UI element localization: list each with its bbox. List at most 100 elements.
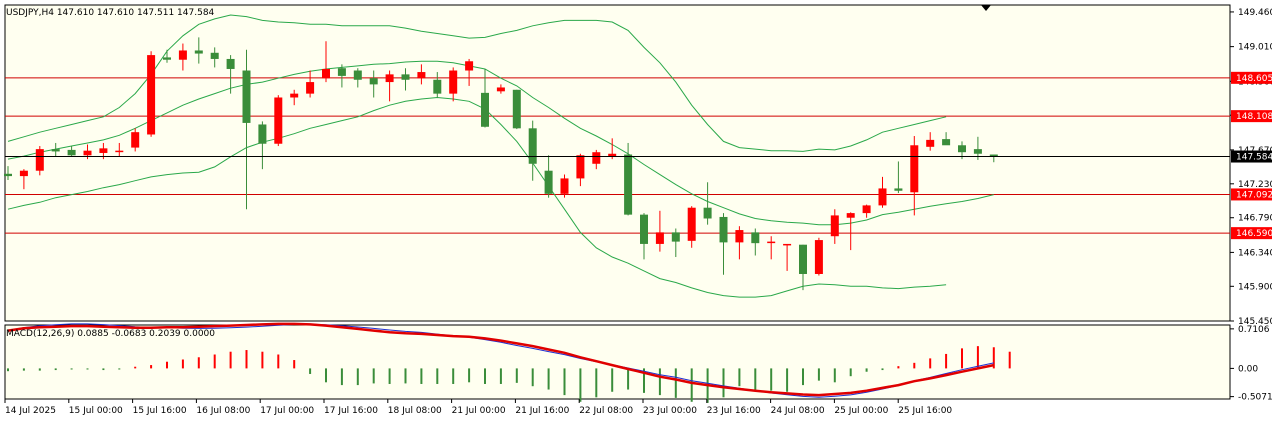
candle-body bbox=[799, 244, 807, 274]
time-axis-label: 24 Jul 08:00 bbox=[771, 406, 825, 416]
price-chart-title: USDJPY,H4 147.610 147.610 147.511 147.58… bbox=[6, 8, 215, 18]
macd-panel[interactable] bbox=[4, 324, 1231, 400]
candle-body bbox=[385, 74, 394, 83]
candle-body bbox=[624, 154, 633, 215]
price-axis-label: 147.230 bbox=[1238, 180, 1272, 190]
candle-body bbox=[910, 145, 919, 193]
candle-body bbox=[131, 132, 140, 148]
candle-body bbox=[417, 72, 426, 79]
candle-body bbox=[592, 152, 601, 164]
level-price-tag bbox=[1231, 110, 1272, 123]
time-axis-label: 21 Jul 00:00 bbox=[452, 406, 506, 416]
candle-body bbox=[465, 61, 474, 71]
candle-body bbox=[115, 150, 124, 153]
candle-body bbox=[194, 50, 203, 54]
macd-axis-label: 0.00 bbox=[1238, 364, 1258, 374]
candle-body bbox=[496, 87, 505, 92]
candle-body bbox=[830, 215, 839, 237]
candle-body bbox=[894, 188, 903, 191]
time-axis-label: 17 Jul 00:00 bbox=[260, 406, 314, 416]
bollinger-upper-band bbox=[7, 14, 947, 152]
candle-body bbox=[783, 243, 792, 246]
candle-body bbox=[560, 178, 569, 194]
level-price-tag bbox=[1231, 227, 1272, 240]
candle-body bbox=[942, 139, 951, 146]
candle-body bbox=[290, 93, 299, 98]
candle-body bbox=[51, 149, 60, 152]
candle-body bbox=[274, 97, 283, 144]
candle-body bbox=[481, 92, 489, 127]
candle-body bbox=[337, 68, 346, 76]
time-axis-label: 15 Jul 16:00 bbox=[133, 406, 187, 416]
candle-body bbox=[655, 232, 664, 244]
time-axis-label: 17 Jul 16:00 bbox=[324, 406, 378, 416]
price-axis-label: 145.900 bbox=[1238, 282, 1272, 292]
price-axis-label: 145.450 bbox=[1238, 317, 1272, 327]
candle-body bbox=[576, 155, 585, 179]
level-price-label: 147.092 bbox=[1236, 190, 1272, 200]
candle-body bbox=[258, 124, 267, 144]
candle-body bbox=[449, 70, 458, 94]
candle-body bbox=[353, 70, 362, 80]
candle-body bbox=[544, 170, 553, 194]
level-price-label: 148.605 bbox=[1236, 74, 1272, 84]
candle-body bbox=[147, 55, 156, 135]
time-axis-label: 21 Jul 16:00 bbox=[515, 406, 569, 416]
price-axis-label: 146.340 bbox=[1238, 248, 1272, 258]
macd-signal-line bbox=[7, 322, 995, 397]
candle-body bbox=[862, 205, 871, 214]
candle-body bbox=[640, 214, 648, 244]
candle-body bbox=[369, 78, 378, 85]
candle-body bbox=[846, 213, 855, 218]
chart-shift-marker-icon[interactable] bbox=[981, 5, 991, 11]
time-axis-label: 23 Jul 16:00 bbox=[707, 406, 761, 416]
candle-body bbox=[767, 241, 776, 244]
candle-body bbox=[751, 232, 760, 244]
current-price-tag bbox=[1231, 150, 1272, 163]
candle-body bbox=[19, 170, 28, 177]
candle-body bbox=[528, 128, 537, 164]
time-axis-label: 16 Jul 08:00 bbox=[196, 406, 250, 416]
candle-body bbox=[433, 79, 442, 94]
candle-body bbox=[989, 154, 998, 157]
candle-body bbox=[878, 188, 887, 206]
time-axis-label: 18 Jul 08:00 bbox=[388, 406, 442, 416]
price-axis-label: 149.460 bbox=[1238, 8, 1272, 18]
candle-body bbox=[83, 150, 92, 156]
price-panel[interactable] bbox=[4, 4, 1231, 322]
macd-indicator-title: MACD(12,26,9) 0.0885 -0.0683 0.2039 0.00… bbox=[6, 329, 216, 339]
candle-body bbox=[608, 153, 617, 157]
level-price-tag bbox=[1231, 188, 1272, 201]
time-axis-label: 25 Jul 16:00 bbox=[898, 406, 952, 416]
time-axis-label: 14 Jul 2025 bbox=[5, 406, 56, 416]
level-price-label: 146.590 bbox=[1236, 229, 1272, 239]
candle-body bbox=[719, 216, 728, 243]
candle-body bbox=[178, 50, 187, 60]
candle-body bbox=[735, 230, 744, 243]
candle-body bbox=[687, 207, 696, 241]
candle-body bbox=[306, 82, 315, 94]
candle-body bbox=[926, 139, 935, 147]
candle-body bbox=[226, 58, 235, 69]
bollinger-middle-band bbox=[7, 60, 994, 226]
candle-body bbox=[958, 145, 966, 153]
level-price-label: 148.108 bbox=[1236, 112, 1272, 122]
time-axis-label: 22 Jul 08:00 bbox=[579, 406, 633, 416]
candle-body bbox=[4, 173, 12, 177]
time-axis-label: 15 Jul 00:00 bbox=[69, 406, 123, 416]
candle-body bbox=[973, 149, 982, 154]
level-price-tag bbox=[1231, 71, 1272, 84]
candle-body bbox=[35, 149, 44, 171]
candle-body bbox=[703, 207, 712, 219]
price-axis-label: 146.790 bbox=[1238, 214, 1272, 224]
candle-body bbox=[163, 57, 171, 60]
candle-body bbox=[671, 232, 680, 242]
candle-body bbox=[242, 70, 251, 123]
candle-body bbox=[401, 74, 410, 80]
candle-body bbox=[99, 148, 108, 153]
macd-axis-label: -0.5071 bbox=[1238, 393, 1272, 403]
time-axis-label: 25 Jul 00:00 bbox=[834, 406, 888, 416]
candle-body bbox=[322, 68, 330, 79]
candle-body bbox=[512, 89, 521, 129]
